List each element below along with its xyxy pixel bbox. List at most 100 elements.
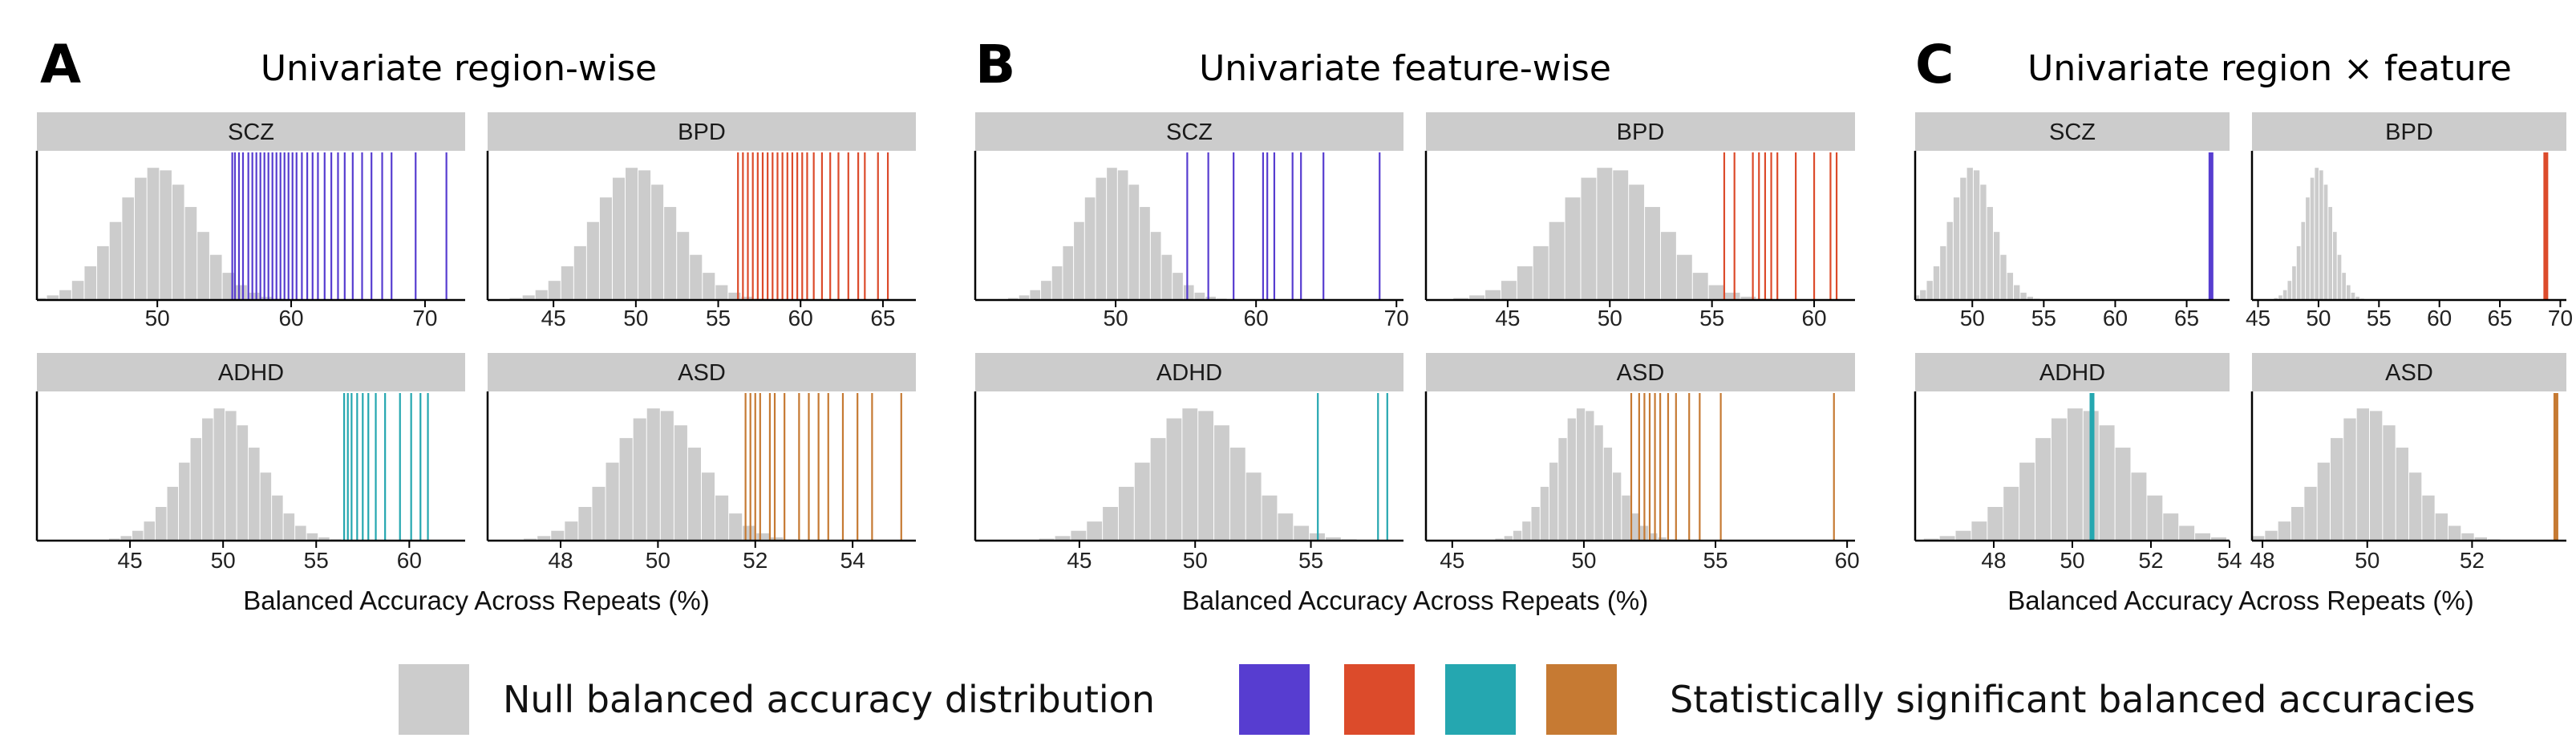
x-tick-label: 55 xyxy=(1298,548,1323,573)
facet-strip-label: BPD xyxy=(2385,120,2433,145)
null-bar xyxy=(1987,507,2003,541)
x-tick-label: 54 xyxy=(2217,548,2242,573)
null-bar xyxy=(1676,254,1692,300)
facet-strip-label: SCZ xyxy=(228,120,274,145)
null-bar xyxy=(144,521,156,541)
null-bar xyxy=(1134,462,1150,541)
null-bar xyxy=(633,418,646,541)
null-bar xyxy=(147,168,160,300)
legend: Null balanced accuracy distribution Stati… xyxy=(399,664,2475,735)
legend-significant-label: Statistically significant balanced accur… xyxy=(1670,678,2475,721)
null-bar xyxy=(167,486,179,541)
null-bar xyxy=(272,495,283,541)
null-bar xyxy=(677,232,690,300)
null-bar xyxy=(295,525,306,541)
null-bar xyxy=(1150,438,1166,541)
panel-title: Univariate region × feature xyxy=(2027,48,2512,89)
null-bar xyxy=(2019,462,2035,541)
null-bar xyxy=(1622,495,1630,541)
null-bar xyxy=(2163,513,2179,541)
x-tick-label: 60 xyxy=(788,306,813,330)
null-bar xyxy=(2027,296,2034,300)
null-bar xyxy=(2346,285,2351,300)
x-axis-label: Balanced Accuracy Across Repeats (%) xyxy=(2007,586,2473,615)
x-tick-label: 48 xyxy=(2250,548,2274,573)
x-tick-label: 45 xyxy=(1440,548,1464,573)
null-bar xyxy=(2304,486,2317,541)
facet-strip xyxy=(1915,353,2230,391)
null-bar xyxy=(156,507,167,541)
null-bar xyxy=(703,273,715,300)
null-bar xyxy=(2351,292,2355,300)
facet-strip-label: SCZ xyxy=(2049,120,2096,145)
null-bar xyxy=(184,207,197,300)
null-bar xyxy=(120,536,132,541)
null-bar xyxy=(2370,411,2383,541)
null-bar xyxy=(1658,537,1667,541)
facet-strip xyxy=(2252,353,2566,391)
null-bar xyxy=(2195,533,2211,541)
null-bar xyxy=(84,266,97,300)
null-bar xyxy=(1041,281,1051,300)
null-bar xyxy=(2265,530,2278,541)
null-bar xyxy=(109,221,122,300)
null-bar xyxy=(1926,281,1933,300)
facet-bpd: BPD 45 50 55 60 xyxy=(1424,112,1855,330)
facet-strip xyxy=(975,112,1403,151)
facet-asd: ASD 45 50 55 60 xyxy=(1424,353,1860,573)
null-bar xyxy=(522,295,535,300)
null-bar xyxy=(626,168,638,300)
facet-adhd: ADHD 45 50 55 xyxy=(974,353,1403,573)
null-bar xyxy=(1581,177,1597,300)
null-bar xyxy=(1980,184,1987,300)
null-bar xyxy=(2301,221,2306,300)
null-bar xyxy=(1150,232,1161,300)
null-bar xyxy=(1953,197,1960,300)
facet-scz: SCZ 50 60 70 xyxy=(35,112,465,330)
null-bar xyxy=(715,285,728,300)
null-bar xyxy=(260,472,272,541)
null-bar xyxy=(537,536,551,541)
null-bar xyxy=(535,290,548,300)
facet-strip-label: SCZ xyxy=(1166,120,1213,145)
null-bar xyxy=(1660,232,1676,300)
null-bar xyxy=(1198,411,1214,541)
facet-adhd: ADHD 45 50 55 60 xyxy=(35,353,465,573)
null-bar xyxy=(1973,170,1980,300)
facet-bpd: BPD 45 50 55 60 65 xyxy=(486,112,916,330)
null-bar xyxy=(1183,285,1194,300)
null-bar xyxy=(1613,170,1629,300)
null-bar xyxy=(1645,207,1660,300)
panel-letter: A xyxy=(40,34,81,95)
facet-strip-label: ASD xyxy=(1617,360,1665,386)
null-bar xyxy=(1939,536,1955,541)
null-bar xyxy=(1567,418,1576,541)
legend-null-label: Null balanced accuracy distribution xyxy=(503,678,1155,721)
null-bar xyxy=(249,448,260,541)
x-tick-label: 50 xyxy=(646,548,670,573)
null-bar xyxy=(1245,472,1262,541)
chart-panels: A Univariate region-wise SCZ 50 60 70 BPD 45 50 5… xyxy=(35,34,2573,615)
facet-strip-label: BPD xyxy=(1617,120,1665,145)
null-bar xyxy=(172,184,184,300)
x-tick-label: 50 xyxy=(1183,548,1208,573)
x-tick-label: 60 xyxy=(278,306,303,330)
null-bar xyxy=(2000,254,2007,300)
null-bar xyxy=(1960,177,1966,300)
null-bar xyxy=(1540,486,1549,541)
null-bar xyxy=(1084,197,1096,300)
null-bar xyxy=(551,530,565,541)
null-bar xyxy=(1915,295,1920,300)
panel-b: B Univariate feature-wise SCZ 50 60 70 BPD 45 50… xyxy=(974,34,1860,615)
x-tick-label: 52 xyxy=(2138,548,2163,573)
null-bar xyxy=(1987,207,1993,300)
null-bar xyxy=(1166,418,1182,541)
null-bar xyxy=(1597,168,1613,300)
null-bar xyxy=(1920,290,1926,300)
null-bar xyxy=(2035,438,2051,541)
null-bar xyxy=(1205,296,1216,300)
null-bar xyxy=(2323,184,2328,300)
null-bar xyxy=(1071,530,1087,541)
